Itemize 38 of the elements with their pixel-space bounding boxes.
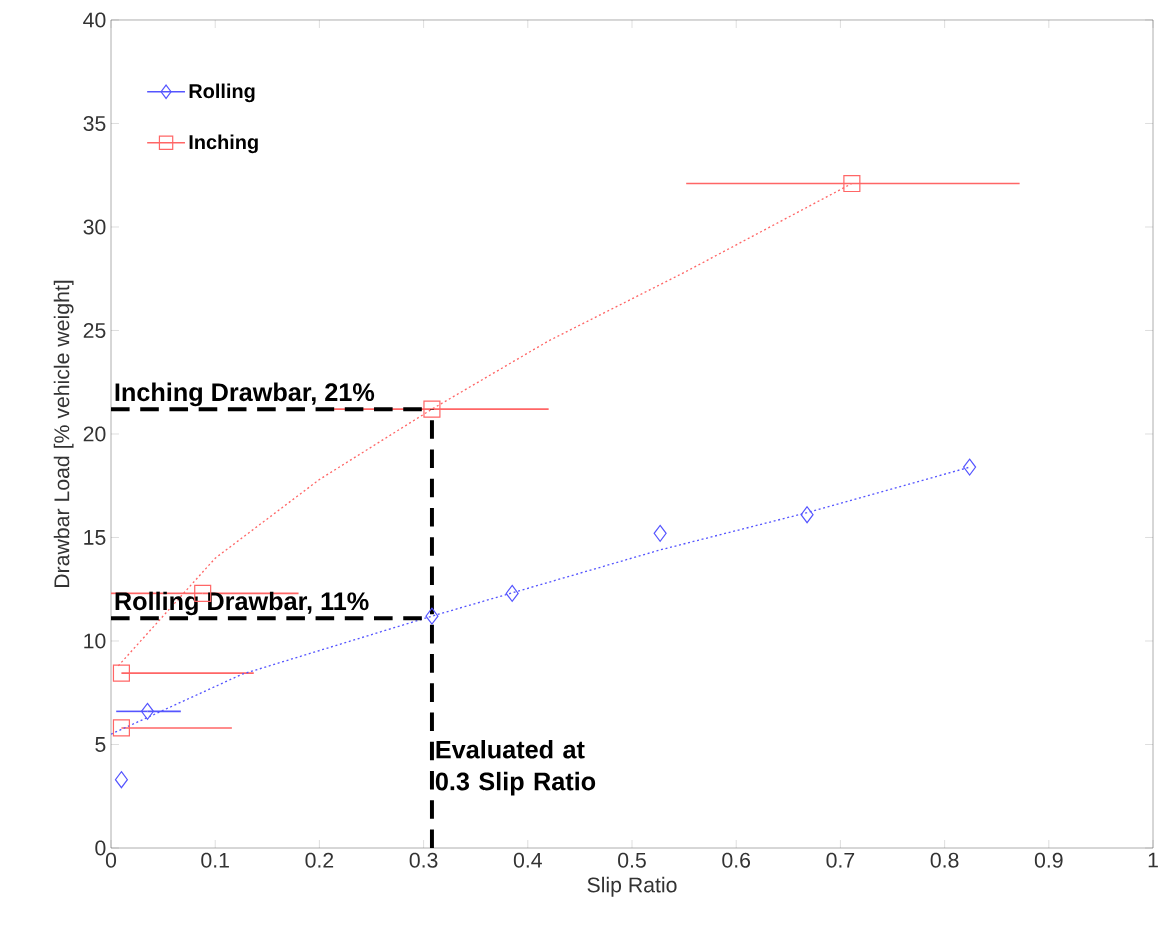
- x-tick-label: 0.3: [409, 852, 438, 868]
- x-tick-label: 0.4: [513, 852, 542, 868]
- x-tick-label: 0.8: [930, 852, 959, 868]
- ref-line-label: Evaluated at 0.3 Slip Ratio: [435, 739, 596, 796]
- point: [140, 702, 155, 720]
- y-axis-title: Drawbar Load [% vehicle weight]: [53, 280, 74, 587]
- x-axis-title: Slip Ratio: [587, 876, 677, 897]
- x-tick-label: 0.6: [722, 852, 751, 868]
- point: [963, 458, 977, 476]
- point: [505, 584, 519, 602]
- y-tick-label: 40: [83, 12, 106, 28]
- y-tick-label: 30: [83, 219, 106, 235]
- x-tick-label: 0: [105, 852, 117, 868]
- point: [800, 506, 814, 524]
- x-tick-label: 1: [1148, 852, 1158, 868]
- y-tick-label: 0: [95, 840, 106, 856]
- x-tick-label: 0.9: [1034, 852, 1063, 868]
- point: [425, 607, 439, 625]
- ref-line-label: Inching Drawbar, 21%: [115, 382, 375, 407]
- point: [112, 719, 130, 737]
- ref-line-label: Rolling Drawbar, 11%: [115, 591, 369, 616]
- x-tick-label: 0.1: [201, 852, 229, 868]
- point: [114, 771, 128, 789]
- y-tick-label: 35: [83, 115, 106, 132]
- y-tick-label: 15: [84, 530, 106, 545]
- legend-label: Inching: [189, 134, 258, 154]
- point: [843, 174, 861, 193]
- legend-label: Rolling: [189, 83, 255, 103]
- y-tick-label: 25: [83, 322, 106, 339]
- y-tick-label: 5: [95, 737, 106, 752]
- x-tick-label: 0.7: [826, 852, 855, 868]
- y-tick-label: 20: [83, 426, 106, 442]
- x-tick-label: 0.2: [305, 852, 334, 868]
- point: [653, 524, 667, 542]
- y-tick-label: 10: [84, 633, 106, 649]
- point: [423, 400, 441, 418]
- point: [112, 664, 130, 682]
- x-tick-label: 0.5: [618, 852, 646, 868]
